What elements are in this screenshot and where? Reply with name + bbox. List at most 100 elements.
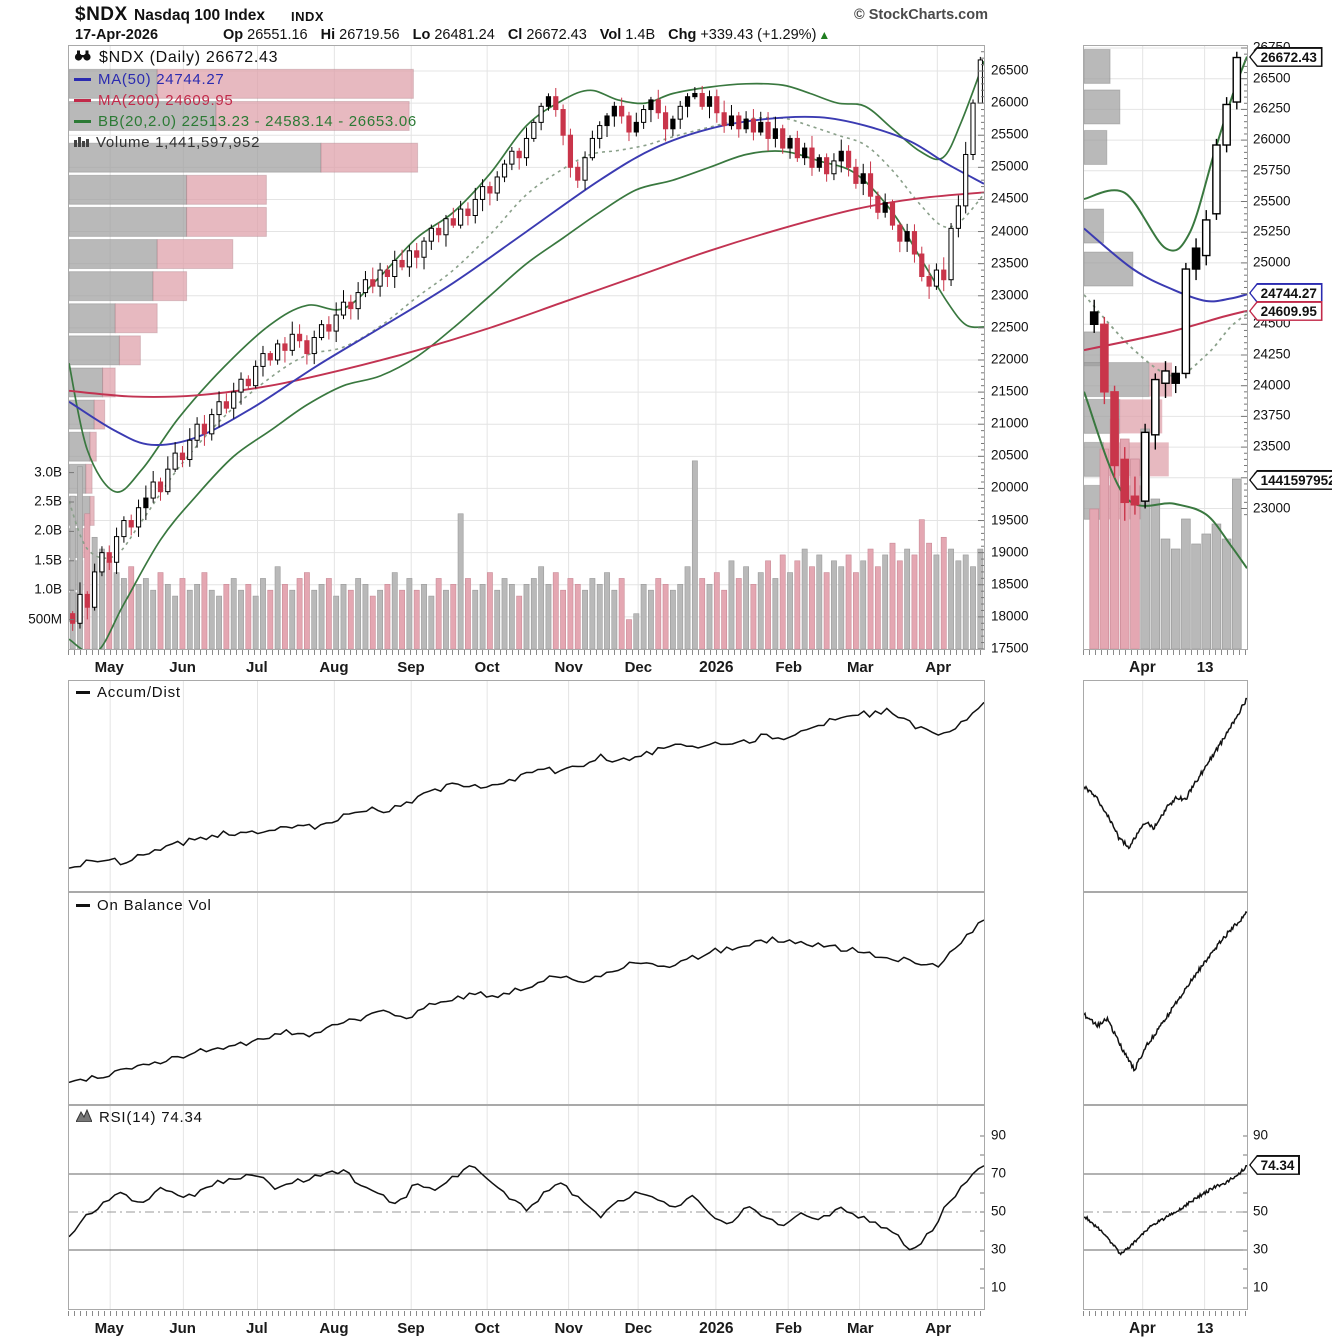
candle-body	[699, 92, 705, 107]
rsi-mini-axis-label: 30	[1253, 1241, 1269, 1257]
candle-body	[92, 571, 98, 608]
mini-price-axis-label: 25750	[1253, 162, 1291, 178]
candle-body	[260, 353, 266, 367]
quote-row: 17-Apr-2026 Op 26551.16 Hi 26719.56 Lo 2648…	[75, 27, 843, 43]
volume-bar	[728, 560, 735, 649]
volume-bar	[604, 572, 610, 649]
ma200-line	[69, 191, 984, 398]
candle-body	[267, 353, 273, 361]
volume-bar	[333, 595, 340, 649]
candle-body	[1140, 431, 1150, 502]
volume-by-price-bar	[69, 271, 154, 302]
volume-bar	[1170, 548, 1181, 649]
month-label: Oct	[474, 659, 500, 676]
volume-bar	[245, 584, 252, 649]
volume-by-price-bar	[69, 68, 158, 99]
obv-mini-line	[1084, 910, 1247, 1072]
volume-by-price-bar	[114, 303, 158, 334]
volume-bar	[457, 513, 464, 649]
volume-bar	[684, 566, 691, 649]
candle-body	[919, 253, 925, 278]
candle-body	[289, 333, 295, 351]
volume-bar	[852, 572, 859, 649]
rsi-mini-axis-label: 50	[1253, 1203, 1269, 1219]
volume-by-price-bar	[186, 206, 267, 237]
volume-bar	[399, 589, 405, 649]
volume-bar	[706, 584, 713, 649]
volume-bar	[325, 578, 332, 649]
volume-bar	[508, 584, 515, 649]
candle-body	[538, 105, 544, 123]
candle-body	[706, 96, 713, 107]
volume-bar	[355, 578, 362, 649]
volume-by-price-bar	[69, 174, 188, 205]
candle-body	[743, 118, 749, 130]
volume-bar	[347, 589, 354, 649]
volume-bar	[77, 466, 83, 649]
candle-body	[370, 279, 376, 287]
candle-body	[326, 324, 332, 332]
main-price-axis-label: 25000	[991, 158, 1029, 174]
volume-bar	[369, 595, 376, 649]
quote-low: Lo 26481.24	[412, 27, 495, 43]
candle-body	[684, 96, 691, 107]
legend-bb: BB(20,2.0) 22513.23 - 24583.14 - 26653.0…	[74, 113, 417, 130]
candle-body	[1110, 391, 1119, 467]
candle-body	[84, 593, 90, 608]
mini-price-chart	[1083, 45, 1248, 650]
volume-bar	[552, 572, 559, 649]
candle-body	[911, 231, 918, 255]
candle-body	[172, 452, 178, 470]
volume-by-price-bar	[69, 206, 188, 237]
candle-body	[1191, 247, 1201, 270]
axis-tick-strip	[1083, 1311, 1248, 1316]
main-price-axis-label: 23000	[991, 287, 1029, 303]
volume-bar	[450, 584, 457, 649]
volume-bar	[1089, 508, 1099, 649]
volume-bar	[179, 578, 186, 649]
up-arrow-icon: ▲	[818, 28, 831, 42]
candle-body	[509, 150, 515, 165]
rsi-main-line	[69, 1164, 984, 1251]
candle-body	[523, 137, 530, 159]
candle-body	[209, 414, 215, 435]
candle-body	[443, 218, 449, 236]
volume-bar	[831, 560, 837, 649]
candle-body	[589, 137, 595, 159]
volume-bar	[384, 584, 391, 649]
candle-body	[516, 150, 522, 159]
candle-body	[816, 157, 822, 168]
candle-body	[838, 150, 844, 162]
volume-bar	[435, 578, 442, 649]
volume-bar	[157, 572, 164, 649]
candle-body	[721, 112, 727, 127]
mini-price-axis-label: 26500	[1253, 70, 1291, 86]
volume-by-price-bar	[85, 463, 93, 494]
rsi-axis-label: 50	[991, 1203, 1007, 1219]
volume-bar	[186, 589, 193, 649]
candle-body	[1212, 144, 1221, 215]
candle-body	[70, 613, 76, 624]
volume-bar	[977, 548, 984, 649]
candle-body	[889, 202, 896, 226]
candle-body	[670, 118, 676, 130]
volume-by-price-bar	[69, 239, 158, 270]
volume-bar	[743, 566, 749, 649]
candle-body	[641, 109, 647, 123]
candle-body	[428, 227, 434, 242]
main-price-axis-label: 26000	[991, 94, 1029, 110]
legend-volume: Volume 1,441,597,952	[74, 134, 260, 151]
candle-body	[750, 118, 757, 133]
candle-body	[875, 195, 881, 213]
month-label-bottom: Mar	[846, 1320, 874, 1337]
candle-body	[99, 552, 105, 573]
legend-ma50: MA(50) 24744.27	[74, 71, 224, 88]
volume-by-price-bar	[1084, 251, 1134, 287]
candle-body	[275, 343, 281, 361]
volume-bar	[1201, 533, 1211, 649]
accum-dist-main-line	[69, 701, 984, 869]
main-price-axis-label: 19000	[991, 544, 1029, 560]
month-label-bottom: Jul	[246, 1320, 268, 1337]
candle-body	[1100, 323, 1109, 393]
volume-bar	[1232, 478, 1242, 649]
